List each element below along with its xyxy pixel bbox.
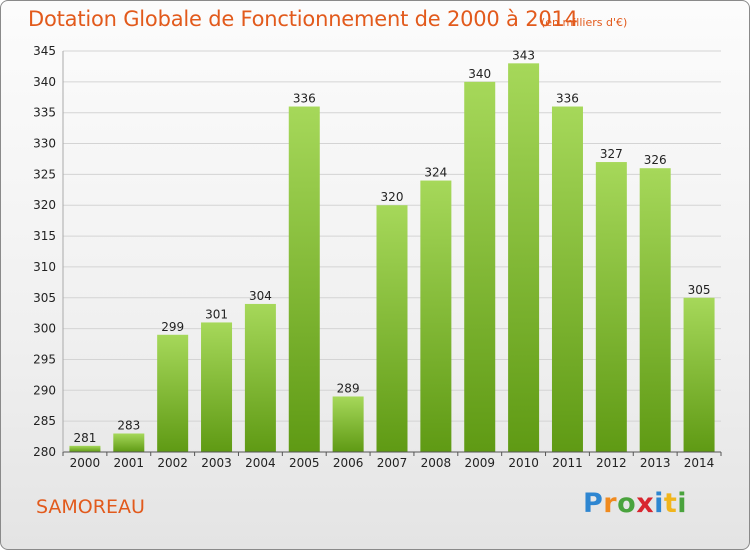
bar-2007 (376, 205, 408, 452)
x-tick-label-2000: 2000 (70, 456, 101, 470)
data-label-2014: 305 (688, 283, 711, 297)
x-tick-label-2004: 2004 (245, 456, 276, 470)
x-tick-label-2012: 2012 (596, 456, 627, 470)
y-tick-label: 300 (33, 322, 56, 336)
proxiti-logo: Proxiti (583, 488, 687, 519)
x-tick-label-2007: 2007 (377, 456, 408, 470)
logo-letter: i (654, 488, 664, 519)
data-label-2010: 343 (512, 48, 535, 62)
x-tick-label-2001: 2001 (114, 456, 145, 470)
x-tick-label-2014: 2014 (684, 456, 715, 470)
bar-2011 (551, 106, 583, 453)
bar-2010 (508, 63, 540, 452)
y-axis-ticks: 280 285 290 295 300 305 310 315 320 325 330 335 340 3… (33, 44, 56, 459)
bar-2013 (639, 168, 671, 452)
bar-2006 (332, 396, 364, 452)
x-tick-label-2002: 2002 (157, 456, 188, 470)
data-label-2002: 299 (161, 320, 184, 334)
bar-2000 (69, 445, 101, 452)
x-tick-label-2005: 2005 (289, 456, 320, 470)
bars (69, 63, 715, 453)
bar-2009 (464, 81, 496, 452)
bar-2002 (157, 334, 189, 452)
y-tick-label: 285 (33, 414, 56, 428)
y-tick-label: 320 (33, 198, 56, 212)
y-tick-label: 315 (33, 229, 56, 243)
x-tick-label-2006: 2006 (333, 456, 364, 470)
x-tick-label-2010: 2010 (508, 456, 539, 470)
data-label-2012: 327 (600, 147, 623, 161)
y-tick-label: 340 (33, 75, 56, 89)
commune-name: SAMOREAU (36, 496, 145, 518)
x-tick-label-2013: 2013 (640, 456, 671, 470)
y-tick-label: 310 (33, 260, 56, 274)
data-label-2013: 326 (644, 153, 667, 167)
data-labels: 281 283 299 301 304 336 289 320 324 340 343 336 327 3… (73, 48, 710, 444)
data-label-2009: 340 (468, 67, 491, 81)
data-label-2011: 336 (556, 92, 579, 106)
bar-2004 (244, 303, 276, 452)
x-axis-ticks: 2000 2001 2002 2003 2004 2005 2006 2007 2008 2009… (62, 452, 722, 470)
y-tick-label: 305 (33, 291, 56, 305)
bar-2012 (595, 162, 627, 453)
y-tick-label: 345 (33, 44, 56, 58)
data-label-2004: 304 (249, 289, 272, 303)
y-tick-label: 295 (33, 352, 56, 366)
data-label-2003: 301 (205, 307, 228, 321)
bar-2001 (113, 433, 145, 452)
bar-2005 (288, 106, 320, 453)
y-tick-label: 290 (33, 383, 56, 397)
bar-2014 (683, 297, 715, 452)
data-label-2008: 324 (424, 166, 447, 180)
data-label-2005: 336 (293, 92, 316, 106)
logo-letter: o (617, 488, 637, 519)
x-tick-label-2003: 2003 (201, 456, 232, 470)
chart-title: Dotation Globale de Fonctionnement de 20… (28, 7, 578, 31)
x-tick-label-2009: 2009 (464, 456, 495, 470)
y-tick-label: 335 (33, 106, 56, 120)
y-tick-label: 330 (33, 137, 56, 151)
x-tick-label-2008: 2008 (421, 456, 452, 470)
logo-letter: P (583, 488, 604, 519)
data-label-2001: 283 (117, 418, 140, 432)
logo-letter: x (636, 488, 655, 519)
bar-2008 (420, 180, 452, 453)
y-tick-label: 325 (33, 167, 56, 181)
logo-letter: t (663, 488, 678, 519)
y-tick-label: 280 (33, 445, 56, 459)
data-label-2006: 289 (337, 381, 360, 395)
data-label-2000: 281 (73, 431, 96, 445)
data-label-2007: 320 (381, 190, 404, 204)
logo-letter: i (677, 488, 688, 519)
chart-subtitle: (en milliers d'€) (541, 16, 628, 29)
bar-2003 (201, 322, 233, 452)
logo-letter: r (603, 488, 618, 519)
x-tick-label-2011: 2011 (552, 456, 583, 470)
